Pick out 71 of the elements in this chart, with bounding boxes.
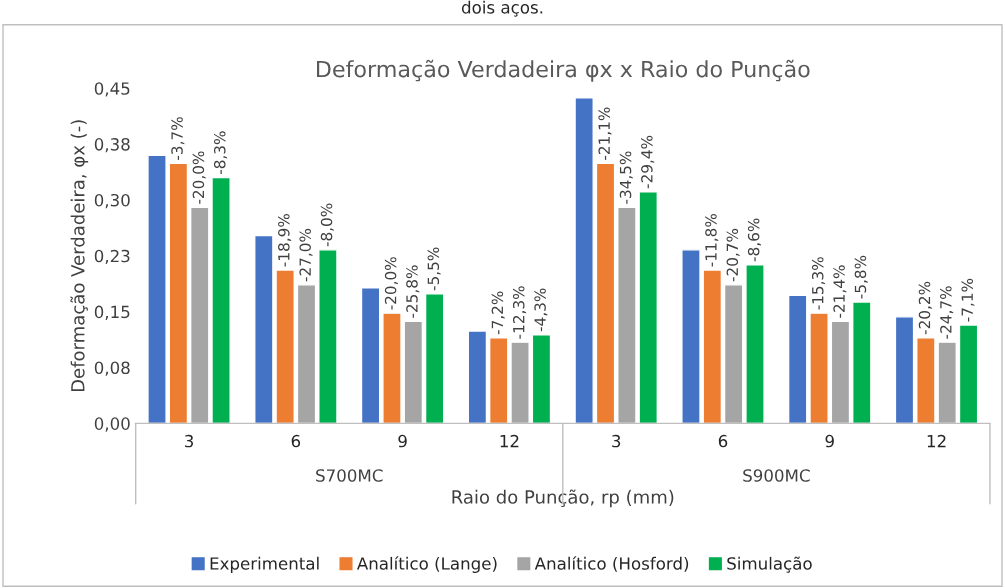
x-axis-title: Raio do Punção, rp (mm) [452,489,674,508]
annotation: -20,0% [192,151,206,204]
legend-label: Experimental [210,556,319,573]
annotation: -4,3% [534,288,548,332]
bar [894,316,915,424]
x-tick-label: 3 [612,434,621,448]
bar [296,284,317,424]
bar [147,154,167,424]
annotation: -20,7% [726,228,740,282]
x-tick-label: 12 [927,434,946,448]
x-tick-label: 6 [718,434,728,448]
bar [723,284,744,424]
x-tick-label: 6 [291,434,301,448]
annotation: -20,0% [384,257,398,310]
annotation: -24,7% [940,286,954,339]
annotation: -21,1% [598,107,612,160]
annotation: -29,4% [641,135,655,189]
x-tick-label: 3 [185,434,194,448]
bar [382,312,402,424]
annotation: -5,5% [427,247,441,291]
annotation: -3,7% [171,117,185,160]
bar [424,293,445,424]
bar [318,249,338,424]
bar [958,324,979,424]
annotation: -7,1% [961,278,975,322]
annotation: -18,9% [278,213,292,267]
legend-label: Simulação [727,556,812,573]
bar [360,287,381,424]
y-tick-label: 0,08 [94,361,130,376]
annotation: -12,3% [512,286,527,339]
legend-label: Analítico (Lange) [356,556,497,573]
y-tick-label: 0,23 [94,249,130,265]
bar [830,320,851,424]
bar [852,301,872,424]
y-tick-label: 0,30 [94,193,130,209]
y-tick-label: 0,38 [94,138,130,153]
x-tick-label: 12 [500,434,519,448]
annotation: -7,2% [491,291,505,335]
text: dois aços. [461,0,543,17]
y-tick-label: 0,00 [94,417,130,432]
annotation: -27,0% [299,228,313,282]
annotation: -25,8% [406,265,420,318]
bar [702,269,723,424]
annotation: -5,8% [854,255,868,299]
bar [574,97,594,424]
bar [467,330,488,424]
annotation: -34,5% [619,151,633,204]
annotation: -8,3% [213,131,228,175]
bar [168,162,189,424]
annotation: -8,0% [320,203,334,247]
annotation: -11,8% [705,213,719,267]
y-tick-label: 0,15 [94,305,130,320]
bar [403,320,424,424]
text: S900MC [743,469,810,482]
y-tick-label: 0,45 [94,82,130,97]
bar [681,249,701,424]
text: S700MC [316,469,383,482]
annotation: -21,4% [833,265,847,318]
y-axis-title: Deformação Verdadeira, φx (-) [70,120,89,392]
bar [531,334,552,424]
legend-label: Analítico (Hosford) [534,556,689,572]
bar [809,312,829,424]
bar [745,264,765,424]
annotation: -8,6% [747,218,761,262]
bar [787,294,808,424]
chart-title: Deformação Verdadeira φx x Raio do Punção [317,59,810,82]
x-tick-label: 9 [825,434,834,448]
annotation: -20,2% [918,281,932,335]
bar [595,162,616,424]
annotation: -15,3% [811,257,826,310]
x-tick-label: 9 [398,434,407,448]
